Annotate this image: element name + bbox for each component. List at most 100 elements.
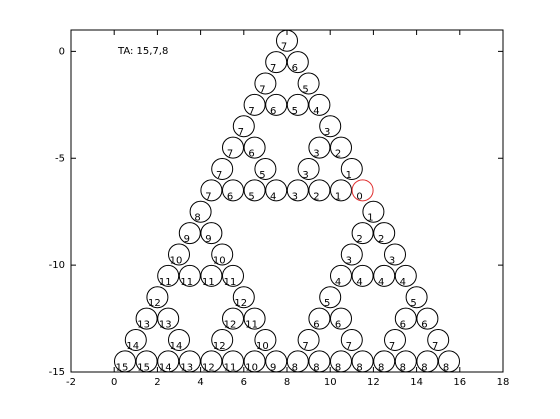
point-label: 10	[170, 255, 183, 266]
y-tick-label: -10	[49, 260, 65, 271]
point	[286, 179, 309, 202]
point	[351, 222, 374, 245]
point	[135, 307, 158, 330]
point	[265, 350, 288, 373]
point	[297, 157, 320, 180]
point	[189, 200, 212, 223]
point	[351, 350, 374, 373]
point	[168, 243, 190, 266]
point	[286, 51, 309, 74]
point-label: 12	[213, 341, 226, 352]
point-label: 9	[205, 234, 211, 245]
point-label: 11	[159, 277, 172, 288]
point-label: 12	[148, 298, 161, 309]
point-label: 7	[227, 149, 233, 160]
point	[384, 243, 406, 266]
x-tick-label: 4	[197, 377, 203, 388]
point-label: 4	[378, 277, 384, 288]
point-label: 15	[116, 362, 129, 373]
point-label: 3	[324, 127, 330, 138]
point-label: 14	[170, 341, 183, 352]
point-label: 5	[302, 84, 308, 95]
point	[211, 243, 234, 266]
x-tick-label: 6	[241, 377, 247, 388]
point	[351, 179, 374, 202]
point	[308, 179, 331, 202]
point-label: 13	[137, 320, 150, 331]
point	[330, 179, 352, 202]
point	[124, 328, 147, 351]
point	[211, 157, 234, 180]
point-label: 4	[270, 191, 276, 202]
point	[427, 328, 450, 351]
point-label: 9	[270, 362, 276, 373]
point	[394, 350, 417, 373]
point	[178, 264, 201, 287]
point	[200, 264, 223, 287]
point	[243, 307, 266, 330]
point-label: 5	[259, 170, 265, 181]
point-label: 5	[248, 191, 254, 202]
point-label: 8	[335, 362, 341, 373]
point	[297, 72, 320, 95]
point-label: 8	[421, 362, 427, 373]
x-tick-label: 8	[284, 377, 290, 388]
point	[340, 157, 363, 180]
point-label: 6	[248, 149, 254, 160]
point-label: 5	[292, 106, 298, 117]
point	[222, 264, 244, 287]
point-label: 3	[389, 255, 395, 266]
point-label: 7	[248, 106, 254, 117]
point-label: 14	[126, 341, 139, 352]
point-label: 11	[224, 277, 237, 288]
point-label: 8	[378, 362, 384, 373]
x-tick-label: 18	[497, 377, 510, 388]
point	[232, 115, 255, 138]
point-label: 0	[356, 191, 362, 202]
point-label: 7	[281, 42, 287, 53]
point	[373, 222, 396, 245]
point	[265, 179, 288, 202]
y-tick-label: -15	[49, 367, 65, 378]
point	[286, 93, 309, 116]
point-label: 9	[184, 234, 190, 245]
point-label: 3	[292, 191, 298, 202]
point	[330, 136, 352, 159]
point-label: 4	[356, 277, 362, 288]
point	[308, 350, 331, 373]
point	[319, 286, 342, 309]
point	[373, 350, 396, 373]
point-label: 11	[245, 320, 258, 331]
point-label: 1	[335, 191, 341, 202]
point	[394, 264, 417, 287]
y-tick-label: -5	[55, 153, 65, 164]
point	[286, 350, 309, 373]
x-tick-label: 16	[453, 377, 466, 388]
point-label: 6	[335, 320, 341, 331]
point	[351, 264, 374, 287]
point-label: 1	[346, 170, 352, 181]
point	[200, 222, 223, 245]
point-label: 7	[216, 170, 222, 181]
point-label: 10	[256, 341, 269, 352]
point-label: 2	[356, 234, 362, 245]
point-label: 6	[421, 320, 427, 331]
point-label: 6	[313, 320, 319, 331]
point-label: 8	[292, 362, 298, 373]
point	[222, 136, 244, 159]
x-tick-label: 14	[410, 377, 423, 388]
point-label: 8	[356, 362, 362, 373]
x-tick-label: 2	[154, 377, 160, 388]
point-label: 7	[389, 341, 395, 352]
point	[308, 307, 331, 330]
point	[384, 328, 406, 351]
point-label: 14	[159, 362, 172, 373]
point	[254, 72, 277, 95]
point	[362, 200, 385, 223]
point	[394, 307, 417, 330]
point-label: 2	[335, 149, 341, 160]
point	[265, 93, 288, 116]
point-label: 7	[432, 341, 438, 352]
point	[416, 350, 439, 373]
point	[276, 29, 298, 52]
